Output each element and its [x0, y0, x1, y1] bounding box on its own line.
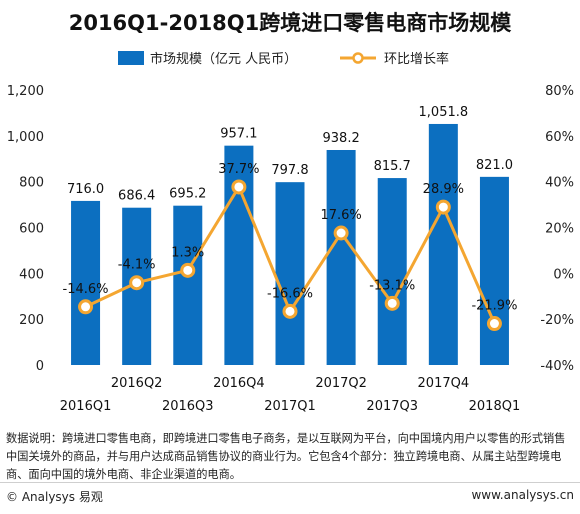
- bar: [479, 176, 509, 365]
- growth-point: [486, 316, 502, 332]
- y-left-tick-label: 600: [19, 222, 44, 237]
- data-note: 数据说明：跨境进口零售电商，即跨境进口零售电子商务，是以互联网为平台，向中国境内…: [6, 432, 566, 481]
- footer-divider: [0, 482, 580, 483]
- line-series: [78, 179, 502, 332]
- bar-series: [71, 123, 509, 366]
- bar-value-label: 716.0: [67, 182, 104, 197]
- growth-rate-label: -13.1%: [369, 278, 415, 293]
- bar-value-label: 695.2: [169, 187, 206, 202]
- growth-rate-label: -16.6%: [267, 286, 313, 301]
- bar-value-label: 686.4: [118, 189, 155, 204]
- legend-bar-label: 市场规模（亿元 人民币）: [150, 51, 297, 67]
- y-left-tick-label: 200: [19, 313, 44, 328]
- y-left-tick-label: 800: [19, 176, 44, 191]
- x-tick-label: 2017Q2: [315, 376, 367, 391]
- growth-rate-label: 37.7%: [218, 162, 259, 177]
- bar: [377, 178, 407, 365]
- y-right-tick-label: 60%: [545, 130, 574, 145]
- x-tick-label: 2016Q1: [60, 399, 112, 414]
- y-right-tick-label: 20%: [545, 222, 574, 237]
- bar: [275, 182, 305, 365]
- growth-point: [231, 179, 247, 195]
- growth-point: [282, 303, 298, 319]
- legend-line-marker: [352, 52, 364, 64]
- growth-rate-label: -14.6%: [63, 282, 109, 297]
- axes: 0 200 400 600 800 1,000 1,200 -40% -20% 0% 20% 40% 6…: [7, 84, 574, 414]
- legend-line-label: 环比增长率: [384, 51, 449, 67]
- x-tick-label: 2017Q3: [366, 399, 418, 414]
- growth-rate-label: 28.9%: [423, 182, 464, 197]
- chart-title: 2016Q1-2018Q1跨境进口零售电商市场规模: [69, 11, 513, 35]
- y-left-tick-label: 1,000: [7, 130, 44, 145]
- footer-url: www.analysys.cn: [471, 488, 574, 502]
- growth-point: [435, 199, 451, 215]
- bar: [326, 149, 356, 365]
- chart: 2016Q1-2018Q1跨境进口零售电商市场规模 市场规模（亿元 人民币） 环比…: [7, 11, 574, 414]
- y-right-tick-label: 80%: [545, 84, 574, 99]
- x-tick-label: 2016Q3: [162, 399, 214, 414]
- growth-rate-label: -4.1%: [118, 258, 156, 273]
- growth-rate-label: 1.3%: [171, 245, 204, 260]
- growth-rate-label: 17.6%: [320, 208, 361, 223]
- bar: [173, 205, 203, 365]
- bar: [71, 200, 101, 365]
- x-tick-label: 2017Q1: [264, 399, 316, 414]
- bar-value-label: 957.1: [220, 127, 257, 142]
- growth-rate-label: -21.9%: [471, 299, 517, 314]
- growth-point: [384, 295, 400, 311]
- x-tick-label: 2018Q1: [469, 399, 521, 414]
- y-left-tick-label: 1,200: [7, 84, 44, 99]
- bar-value-label: 815.7: [374, 159, 411, 174]
- bar-value-label: 1,051.8: [419, 105, 469, 120]
- y-left-tick-label: 0: [36, 359, 44, 374]
- y-right-tick-label: -40%: [540, 359, 574, 374]
- x-tick-label: 2017Q4: [418, 376, 470, 391]
- legend: 市场规模（亿元 人民币） 环比增长率: [118, 51, 449, 67]
- growth-point: [333, 225, 349, 241]
- bar-value-label: 938.2: [323, 131, 360, 146]
- y-left-tick-label: 400: [19, 267, 44, 282]
- bar: [428, 123, 458, 366]
- y-right-tick-label: -20%: [540, 313, 574, 328]
- legend-bar-swatch: [118, 51, 144, 65]
- footer-brand: © Analysys 易观: [6, 490, 103, 504]
- growth-point: [180, 262, 196, 278]
- y-right-tick-label: 40%: [545, 176, 574, 191]
- growth-point: [129, 275, 145, 291]
- growth-point: [78, 299, 94, 315]
- data-labels: 716.0 686.4 695.2 957.1 797.8 938.2 815.7 1,051…: [63, 105, 518, 314]
- bar-value-label: 821.0: [476, 158, 513, 173]
- y-right-tick-label: 0%: [553, 267, 574, 282]
- bar: [224, 145, 254, 365]
- x-tick-label: 2016Q4: [213, 376, 265, 391]
- bar-value-label: 797.8: [271, 163, 308, 178]
- x-tick-label: 2016Q2: [111, 376, 163, 391]
